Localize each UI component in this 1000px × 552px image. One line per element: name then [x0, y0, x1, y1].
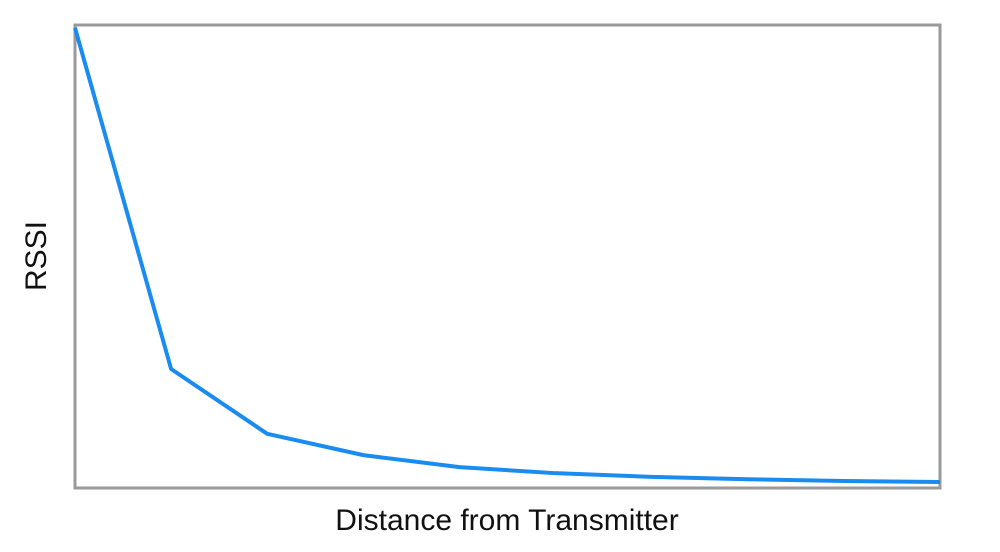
x-axis-label: Distance from Transmitter [335, 504, 678, 537]
plot-frame [73, 23, 942, 490]
data-line [73, 27, 941, 484]
y-axis-label: RSSI [20, 221, 53, 291]
